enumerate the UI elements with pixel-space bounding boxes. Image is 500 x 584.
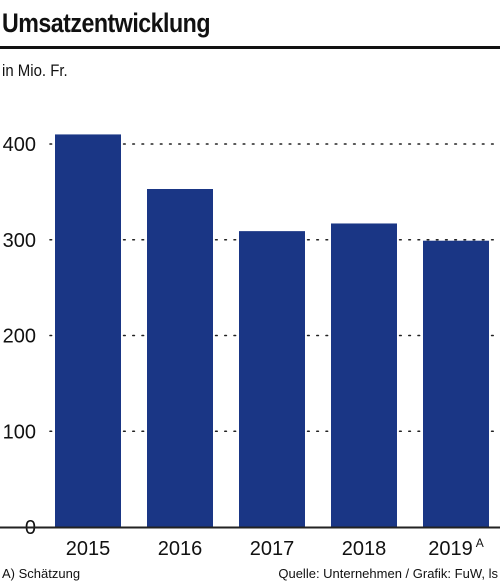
x-tick-footnote-marker: A [476, 536, 484, 550]
x-tick-label: 2017 [250, 538, 295, 560]
x-tick-label: 2018 [342, 538, 387, 560]
footnote: A) Schätzung [2, 566, 81, 581]
bar-2017 [239, 231, 305, 527]
y-axis-unit-label: in Mio. Fr. [2, 61, 68, 80]
y-tick-label: 400 [3, 134, 36, 156]
x-tick-label: 2016 [158, 538, 203, 560]
y-gridlines [49, 143, 499, 433]
y-tick-label: 200 [3, 326, 36, 348]
bar-2019 [423, 240, 489, 527]
x-tick-labels: 2015 2016 2017 2018 2019 A [66, 536, 484, 560]
x-tick-label: 2015 [66, 538, 111, 560]
title-divider [0, 46, 500, 49]
bars [55, 134, 489, 528]
source-credit: Quelle: Unternehmen / Grafik: FuW, ls [278, 566, 498, 581]
chart-title: Umsatzentwicklung [2, 8, 211, 38]
bar-2016 [147, 189, 213, 527]
y-tick-label: 300 [3, 230, 36, 252]
bar-2018 [331, 223, 397, 527]
y-tick-label: 100 [3, 421, 36, 443]
x-tick-label: 2019 A [428, 536, 484, 560]
y-tick-labels: 0100200300400 [3, 134, 36, 539]
bar-2015 [55, 134, 121, 528]
